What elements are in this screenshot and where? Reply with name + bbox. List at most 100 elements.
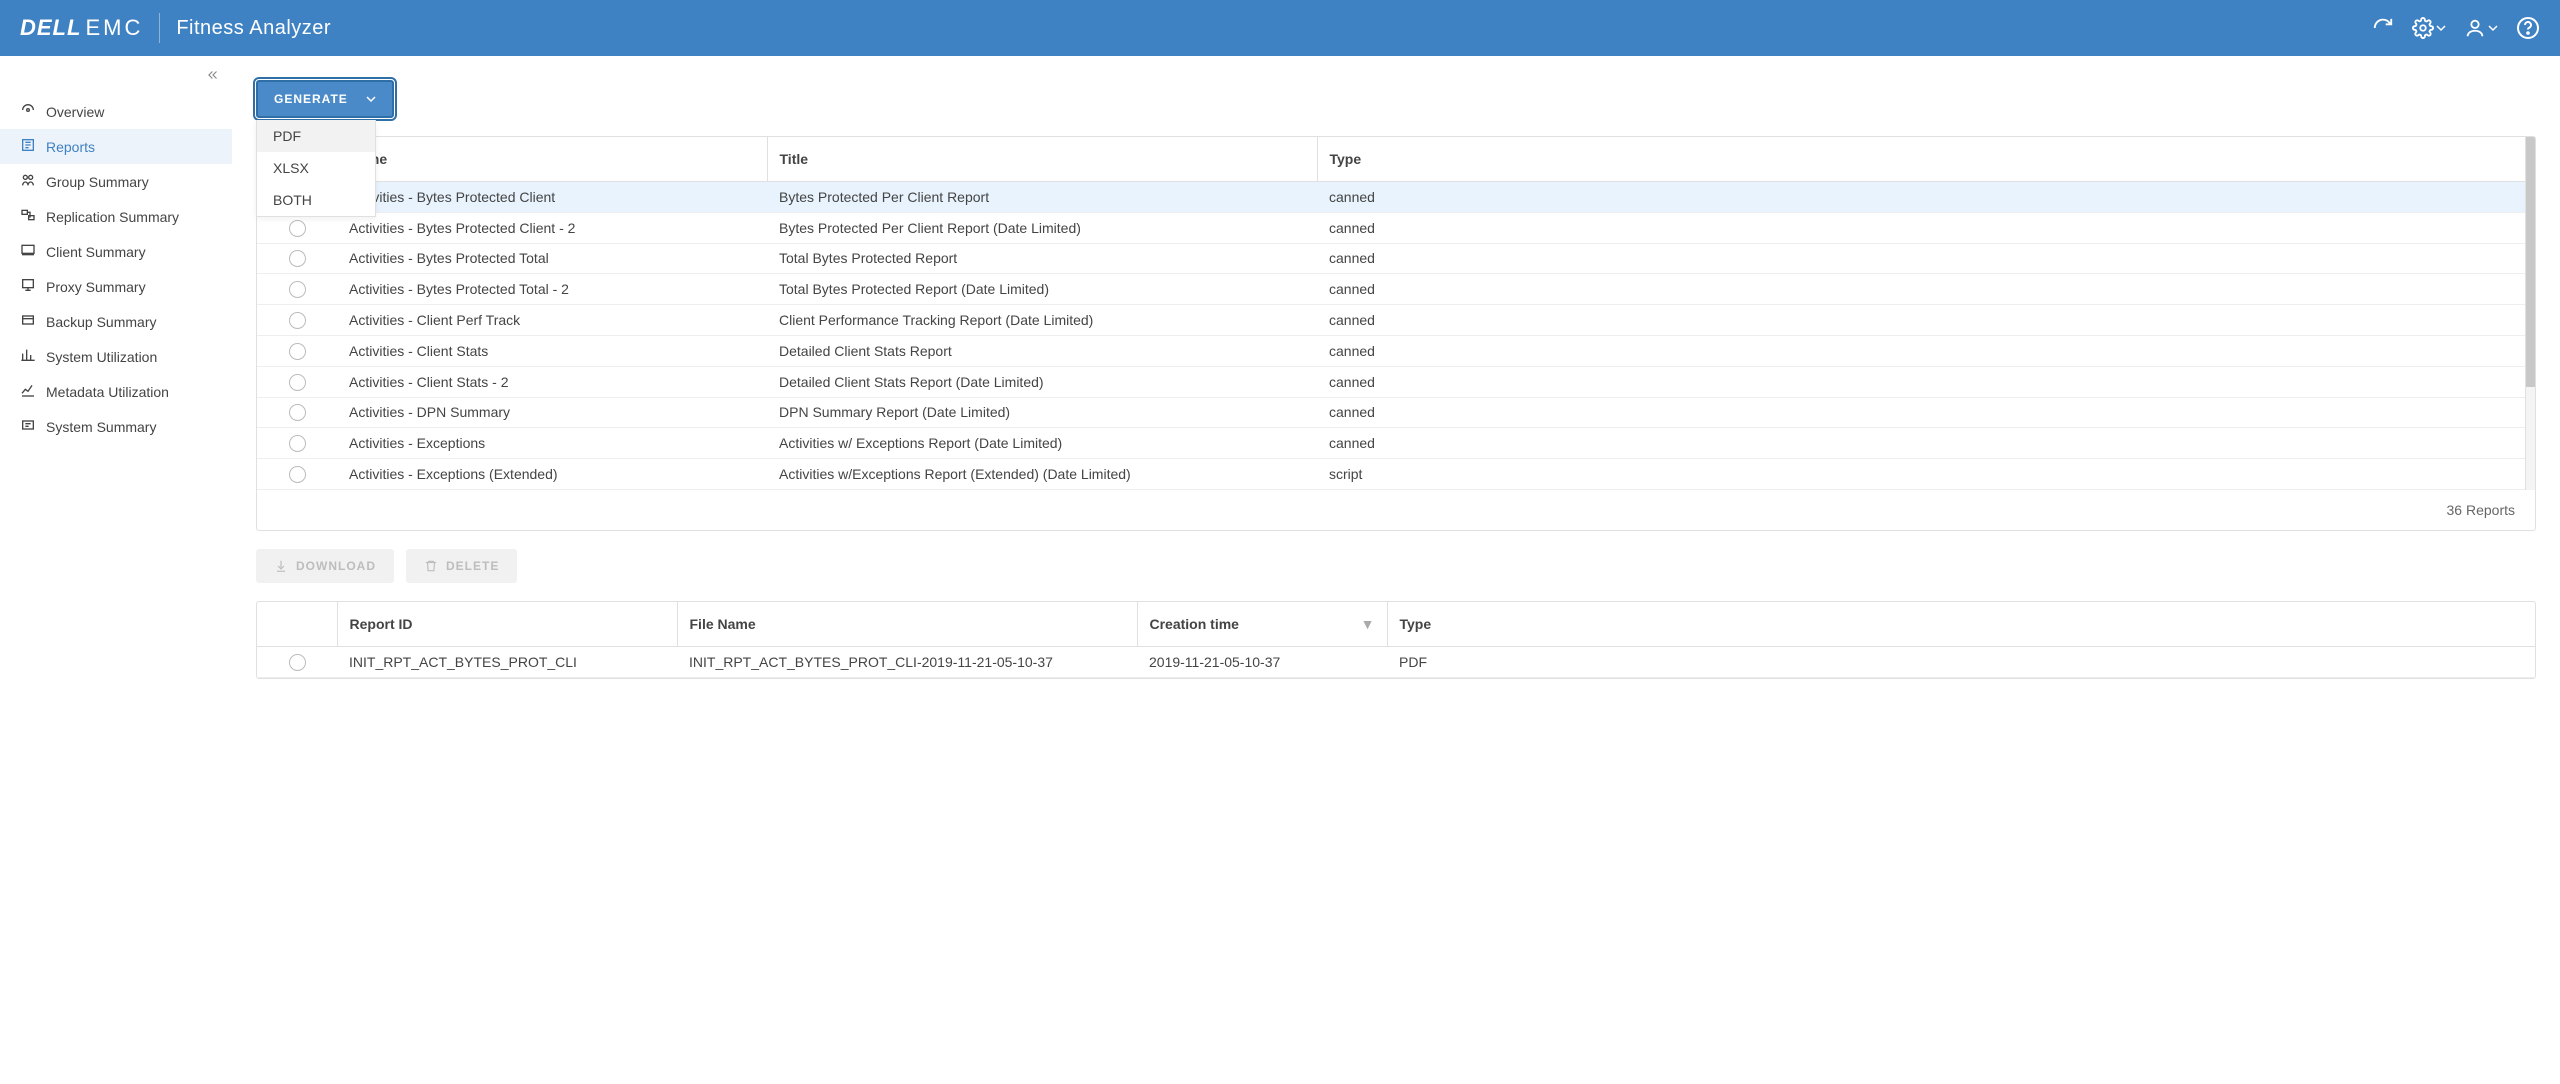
chevron-down-icon: [366, 94, 376, 104]
nav-icon: [20, 277, 36, 296]
instances-panel: Report IDFile NameCreation time▼Type INI…: [256, 601, 2536, 679]
reports-col-type[interactable]: Type: [1317, 137, 2525, 182]
sidebar-item-overview[interactable]: Overview: [0, 94, 232, 129]
generate-button[interactable]: GENERATE: [256, 80, 394, 118]
row-radio[interactable]: [289, 435, 306, 452]
row-title: Activities w/Exceptions Report (Extended…: [767, 459, 1317, 490]
table-row[interactable]: Activities - Client Stats - 2Detailed Cl…: [257, 366, 2525, 397]
generate-option-both[interactable]: BOTH: [257, 184, 375, 216]
row-title: Bytes Protected Per Client Report (Date …: [767, 212, 1317, 243]
brand-divider: [159, 13, 160, 43]
row-name: Activities - Exceptions (Extended): [337, 459, 767, 490]
nav-icon: [20, 137, 36, 156]
row-radio[interactable]: [289, 374, 306, 391]
sidebar-item-label: Group Summary: [46, 174, 149, 190]
nav-icon: [20, 172, 36, 191]
trash-icon: [424, 559, 438, 573]
sidebar-item-label: Proxy Summary: [46, 279, 146, 295]
row-radio[interactable]: [289, 250, 306, 267]
row-radio[interactable]: [289, 654, 306, 671]
nav-icon: [20, 382, 36, 401]
row-file: INIT_RPT_ACT_BYTES_PROT_CLI-2019-11-21-0…: [677, 646, 1137, 677]
sort-desc-icon: ▼: [1361, 616, 1375, 632]
table-row[interactable]: Activities - Client Perf TrackClient Per…: [257, 305, 2525, 336]
user-icon[interactable]: [2464, 17, 2498, 39]
reports-table-header: NameTitleType: [257, 137, 2525, 182]
table-row[interactable]: Activities - Bytes Protected ClientBytes…: [257, 182, 2525, 213]
sidebar-item-system-utilization[interactable]: System Utilization: [0, 339, 232, 374]
row-radio[interactable]: [289, 466, 306, 483]
sidebar-item-replication-summary[interactable]: Replication Summary: [0, 199, 232, 234]
app-shell: Overview Reports Group Summary Replication …: [0, 56, 2560, 1084]
row-radio[interactable]: [289, 404, 306, 421]
row-radio[interactable]: [289, 312, 306, 329]
reports-col-title[interactable]: Title: [767, 137, 1317, 182]
sidebar-item-proxy-summary[interactable]: Proxy Summary: [0, 269, 232, 304]
table-row[interactable]: Activities - DPN SummaryDPN Summary Repo…: [257, 397, 2525, 428]
row-title: Detailed Client Stats Report: [767, 335, 1317, 366]
row-name: Activities - Bytes Protected Client: [337, 182, 767, 213]
scrollbar-thumb[interactable]: [2526, 137, 2536, 387]
table-row[interactable]: Activities - Bytes Protected Client - 2B…: [257, 212, 2525, 243]
sidebar-item-label: Replication Summary: [46, 209, 179, 225]
sidebar-item-label: Client Summary: [46, 244, 146, 260]
row-type: canned: [1317, 243, 2525, 274]
delete-button[interactable]: DELETE: [406, 549, 517, 583]
instances-col-file-name[interactable]: File Name: [677, 602, 1137, 647]
sidebar-item-label: Overview: [46, 104, 104, 120]
row-type: canned: [1317, 366, 2525, 397]
row-type: canned: [1317, 335, 2525, 366]
header-actions: [2372, 16, 2540, 40]
download-button-label: DOWNLOAD: [296, 559, 376, 573]
row-title: Detailed Client Stats Report (Date Limit…: [767, 366, 1317, 397]
row-report-id: INIT_RPT_ACT_BYTES_PROT_CLI: [337, 646, 677, 677]
row-name: Activities - Bytes Protected Client - 2: [337, 212, 767, 243]
row-name: Activities - Client Perf Track: [337, 305, 767, 336]
reports-scrollbar[interactable]: [2525, 137, 2535, 490]
row-radio[interactable]: [289, 281, 306, 298]
brand-logo: DELLEMC: [20, 15, 143, 41]
row-title: Client Performance Tracking Report (Date…: [767, 305, 1317, 336]
nav-list: Overview Reports Group Summary Replication …: [0, 94, 232, 444]
row-title: DPN Summary Report (Date Limited): [767, 397, 1317, 428]
sidebar-item-metadata-utilization[interactable]: Metadata Utilization: [0, 374, 232, 409]
row-type: canned: [1317, 182, 2525, 213]
sidebar-item-system-summary[interactable]: System Summary: [0, 409, 232, 444]
row-type: canned: [1317, 428, 2525, 459]
generate-option-pdf[interactable]: PDF: [257, 120, 375, 152]
main-content: GENERATE PDFXLSXBOTH NameTitleType Activ…: [232, 56, 2560, 1084]
sidebar-item-label: Metadata Utilization: [46, 384, 169, 400]
sidebar-item-backup-summary[interactable]: Backup Summary: [0, 304, 232, 339]
row-radio[interactable]: [289, 220, 306, 237]
app-header: DELLEMC Fitness Analyzer: [0, 0, 2560, 56]
instances-table: Report IDFile NameCreation time▼Type INI…: [257, 602, 2535, 678]
sidebar-collapse-icon[interactable]: [206, 68, 220, 85]
sidebar-item-group-summary[interactable]: Group Summary: [0, 164, 232, 199]
action-row: DOWNLOAD DELETE: [256, 549, 2536, 583]
table-row[interactable]: Activities - Client StatsDetailed Client…: [257, 335, 2525, 366]
row-title: Activities w/ Exceptions Report (Date Li…: [767, 428, 1317, 459]
generate-option-xlsx[interactable]: XLSX: [257, 152, 375, 184]
brand: DELLEMC Fitness Analyzer: [20, 13, 331, 43]
settings-icon[interactable]: [2412, 17, 2446, 39]
help-icon[interactable]: [2516, 16, 2540, 40]
row-type: canned: [1317, 212, 2525, 243]
instances-table-header: Report IDFile NameCreation time▼Type: [257, 602, 2535, 647]
row-title: Total Bytes Protected Report: [767, 243, 1317, 274]
sidebar-item-label: Reports: [46, 139, 95, 155]
reports-col-name[interactable]: Name: [337, 137, 767, 182]
sidebar-item-client-summary[interactable]: Client Summary: [0, 234, 232, 269]
download-button[interactable]: DOWNLOAD: [256, 549, 394, 583]
table-row[interactable]: INIT_RPT_ACT_BYTES_PROT_CLIINIT_RPT_ACT_…: [257, 646, 2535, 677]
table-row[interactable]: Activities - Bytes Protected Total - 2To…: [257, 274, 2525, 305]
row-radio[interactable]: [289, 343, 306, 360]
table-row[interactable]: Activities - Bytes Protected TotalTotal …: [257, 243, 2525, 274]
instances-col-type[interactable]: Type: [1387, 602, 2535, 647]
sidebar-item-reports[interactable]: Reports: [0, 129, 232, 164]
instances-col-creation-time[interactable]: Creation time▼: [1137, 602, 1387, 647]
table-row[interactable]: Activities - Exceptions (Extended)Activi…: [257, 459, 2525, 490]
row-name: Activities - Bytes Protected Total: [337, 243, 767, 274]
instances-col-report-id[interactable]: Report ID: [337, 602, 677, 647]
refresh-icon[interactable]: [2372, 17, 2394, 39]
table-row[interactable]: Activities - ExceptionsActivities w/ Exc…: [257, 428, 2525, 459]
